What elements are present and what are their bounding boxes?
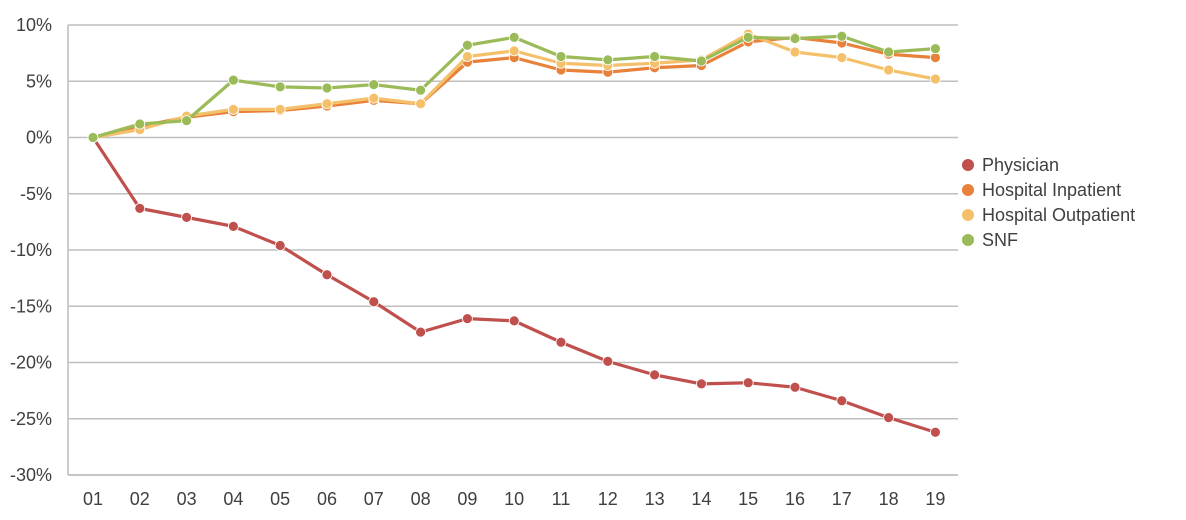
data-point <box>602 54 614 66</box>
x-tick-label: 03 <box>177 489 197 509</box>
y-tick-label: -20% <box>10 353 52 373</box>
y-tick-label: -30% <box>10 465 52 485</box>
data-point <box>87 132 99 143</box>
data-point <box>321 82 333 94</box>
x-tick-label: 07 <box>364 489 384 509</box>
x-tick-label: 14 <box>691 489 711 509</box>
data-point <box>836 395 848 407</box>
y-tick-label: 10% <box>16 15 52 35</box>
data-point <box>227 220 239 232</box>
legend-marker <box>962 159 974 171</box>
data-point <box>461 39 473 51</box>
data-point <box>930 52 941 64</box>
axis-layer: 10% 5% 0% -5% -10% -15% -20% -25% -30% 01 02 03 04 05… <box>10 15 958 509</box>
y-tick-label: -25% <box>10 409 52 429</box>
legend: Physician Hospital Inpatient Hospital Outp… <box>962 155 1135 250</box>
data-point <box>461 313 473 325</box>
x-tick-label: 06 <box>317 489 337 509</box>
x-tick-label: 18 <box>879 489 899 509</box>
data-point <box>461 51 473 62</box>
legend-entry: SNF <box>962 230 1018 250</box>
data-point <box>836 30 848 42</box>
data-point <box>321 269 333 281</box>
x-tick-label: 13 <box>645 489 665 509</box>
legend-label: SNF <box>982 230 1018 250</box>
data-point <box>227 103 239 115</box>
data-point <box>181 115 193 127</box>
series-hospital-outpatient <box>87 28 941 143</box>
y-tick-label: -15% <box>10 296 52 316</box>
y-tick-label: 0% <box>26 128 52 148</box>
x-tick-label: 15 <box>738 489 758 509</box>
data-point <box>274 103 286 115</box>
data-point <box>883 64 894 76</box>
data-point <box>649 369 660 381</box>
data-point <box>930 73 941 85</box>
data-point <box>742 377 754 389</box>
data-point <box>181 211 193 223</box>
data-point <box>368 79 380 91</box>
data-point <box>836 52 848 64</box>
data-point <box>415 98 427 110</box>
legend-label: Physician <box>982 155 1059 175</box>
x-tick-label: 05 <box>270 489 290 509</box>
data-point <box>508 315 520 327</box>
data-point <box>555 51 567 62</box>
data-point <box>602 355 614 367</box>
legend-marker <box>962 209 974 221</box>
data-point <box>883 412 894 424</box>
legend-marker <box>962 184 974 196</box>
data-point <box>415 84 427 96</box>
data-point <box>134 202 146 214</box>
x-tick-label: 09 <box>457 489 477 509</box>
y-tick-label: -5% <box>20 184 52 204</box>
series-snf <box>87 30 941 143</box>
data-point <box>930 43 941 55</box>
grid-layer <box>68 24 958 476</box>
data-point <box>555 336 567 348</box>
x-tick-label: 19 <box>925 489 945 509</box>
data-point <box>696 55 707 67</box>
data-point <box>274 240 286 251</box>
data-point <box>508 31 520 43</box>
data-point <box>368 296 380 308</box>
series-line <box>91 136 936 434</box>
data-point <box>930 426 941 438</box>
x-tick-label: 17 <box>832 489 852 509</box>
series-physician <box>87 132 941 438</box>
data-point <box>883 46 894 58</box>
data-point <box>649 51 660 62</box>
data-point <box>789 33 801 44</box>
data-point <box>742 31 754 43</box>
x-tick-label: 04 <box>223 489 243 509</box>
x-tick-label: 11 <box>552 489 571 509</box>
x-tick-label: 12 <box>598 489 618 509</box>
legend-marker <box>962 234 974 246</box>
data-point <box>321 98 333 110</box>
x-tick-label: 08 <box>411 489 431 509</box>
legend-entry: Hospital Inpatient <box>962 180 1121 200</box>
data-point <box>789 381 801 393</box>
series-layer <box>87 28 941 438</box>
y-tick-label: -10% <box>10 240 52 260</box>
data-point <box>134 118 146 130</box>
x-tick-label: 01 <box>83 489 103 509</box>
data-point <box>789 46 801 58</box>
legend-entry: Physician <box>962 155 1059 175</box>
data-point <box>415 326 427 338</box>
legend-label: Hospital Inpatient <box>982 180 1121 200</box>
data-point <box>368 92 380 104</box>
data-point <box>274 81 286 93</box>
x-tick-label: 10 <box>504 489 524 509</box>
x-tick-label: 02 <box>130 489 150 509</box>
legend-entry: Hospital Outpatient <box>962 205 1135 225</box>
data-point <box>227 74 239 86</box>
data-point <box>508 45 520 57</box>
data-point <box>696 378 707 390</box>
y-tick-label: 5% <box>26 71 52 91</box>
legend-label: Hospital Outpatient <box>982 205 1135 225</box>
x-tick-label: 16 <box>785 489 805 509</box>
